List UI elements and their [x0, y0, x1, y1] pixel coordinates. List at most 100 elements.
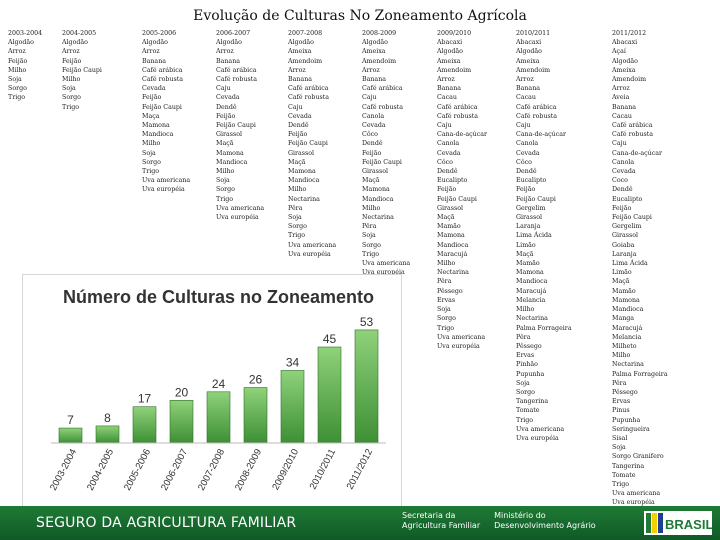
- bar: [58, 427, 83, 444]
- culture-item: Arroz: [142, 48, 160, 56]
- culture-item: Arroz: [216, 48, 234, 56]
- culture-item: Feijão Caupi: [216, 122, 256, 130]
- culture-item: Dendê: [516, 168, 537, 176]
- culture-item: Cevada: [362, 122, 386, 130]
- bar-value-label: 7: [67, 413, 74, 427]
- column-year: 2011/2012: [612, 30, 647, 37]
- culture-item: Palma Forrageira: [612, 370, 668, 378]
- culture-item: Dendê: [362, 140, 383, 148]
- culture-item: Café robusta: [516, 112, 558, 120]
- culture-item: Feijão: [612, 204, 632, 212]
- bar: [243, 387, 268, 444]
- culture-column: 2008-2009 Algodão Ameixa Amendoim Arroz Banan…: [362, 29, 410, 277]
- culture-item: Uva americana: [362, 260, 411, 268]
- culture-item: Algodão: [288, 39, 314, 47]
- culture-item: Café arábica: [516, 103, 557, 111]
- culture-item: Mamona: [216, 149, 244, 157]
- culture-item: Feijão: [437, 186, 457, 194]
- culture-item: Trigo: [437, 324, 455, 332]
- culture-item: Cacau: [612, 112, 632, 120]
- culture-item: Mandioca: [362, 195, 394, 203]
- culture-item: Trigo: [288, 232, 306, 240]
- culture-item: Mamona: [362, 186, 390, 194]
- culture-column: 2006-2007 Algodão Arroz Banana Café arábica C…: [216, 29, 264, 222]
- category-label: 2009/2010: [270, 447, 301, 492]
- culture-item: Feijão: [8, 57, 28, 65]
- culture-item: Limão: [516, 241, 536, 249]
- culture-item: Café robusta: [216, 76, 258, 84]
- culture-item: Milho: [362, 204, 381, 212]
- culture-item: Soja: [216, 177, 230, 185]
- culture-item: Nectarina: [612, 361, 644, 369]
- culture-item: Maçã: [516, 250, 534, 258]
- bar-value-label: 45: [323, 332, 337, 346]
- culture-item: Abacaxi: [516, 39, 542, 47]
- culture-item: Soja: [142, 149, 156, 157]
- culture-item: Caju: [216, 85, 231, 93]
- bar-chart: Número de Culturas no Zoneamento 7 2003-2…: [48, 287, 386, 493]
- bar-value-label: 8: [104, 411, 111, 425]
- culture-item: Soja: [8, 76, 22, 84]
- culture-item: Ameixa: [362, 48, 386, 56]
- culture-item: Algodão: [362, 39, 388, 47]
- culture-item: Sorgo: [362, 241, 381, 249]
- culture-item: Laranja: [516, 223, 541, 231]
- category-label: 2005-2006: [122, 447, 153, 492]
- culture-item: Mandioca: [216, 158, 248, 166]
- culture-item: Cana-de-açúcar: [516, 131, 567, 139]
- culture-item: Feijão: [516, 186, 536, 194]
- culture-item: Lima Ácida: [612, 260, 648, 268]
- culture-item: Milho: [142, 140, 161, 148]
- culture-item: Algodão: [216, 39, 242, 47]
- culture-item: Nectarina: [437, 269, 469, 277]
- column-year: 2006-2007: [216, 30, 251, 37]
- culture-item: Canola: [516, 140, 539, 148]
- category-label: 2010/2011: [308, 447, 338, 491]
- column-year: 2010/2011: [516, 30, 551, 37]
- culture-item: Banana: [362, 76, 387, 84]
- culture-item: Algodão: [437, 48, 463, 56]
- culture-item: Milho: [516, 306, 535, 314]
- bar: [206, 391, 231, 444]
- culture-item: Café robusta: [437, 112, 479, 120]
- culture-item: Pêssego: [612, 388, 638, 396]
- culture-item: Ervas: [437, 296, 456, 304]
- culture-item: Cevada: [612, 168, 636, 176]
- culture-item: Cevada: [516, 149, 540, 157]
- culture-item: Gergelim: [612, 223, 642, 231]
- culture-item: Maracujá: [612, 324, 643, 332]
- culture-item: Caju: [516, 122, 531, 130]
- culture-item: Feijão: [216, 112, 236, 120]
- culture-item: Girassol: [437, 204, 464, 212]
- culture-item: Maça: [142, 112, 160, 120]
- culture-item: Feijão Caupi: [142, 103, 182, 111]
- culture-item: Feijão Caupi: [612, 214, 652, 222]
- culture-item: Palma Forrageira: [516, 324, 572, 332]
- bar: [169, 400, 194, 444]
- culture-item: Canola: [437, 140, 460, 148]
- culture-item: Pêra: [437, 278, 452, 286]
- culture-item: Uva européia: [437, 342, 480, 350]
- culture-item: Girassol: [288, 149, 315, 157]
- culture-item: Algodão: [612, 57, 638, 65]
- culture-item: Uva americana: [437, 333, 486, 341]
- footer-bar: SEGURO DA AGRICULTURA FAMILIAR Secretari…: [0, 506, 720, 540]
- culture-item: Trigo: [516, 416, 534, 424]
- culture-item: Canola: [362, 112, 385, 120]
- culture-item: Dendê: [216, 103, 237, 111]
- culture-item: Mamão: [612, 287, 636, 295]
- bar-value-label: 17: [138, 392, 152, 406]
- culture-item: Arroz: [288, 66, 306, 74]
- culture-item: Milho: [8, 66, 27, 74]
- culture-item: Pêssego: [516, 342, 542, 350]
- culture-item: Cana-de-açúcar: [437, 131, 488, 139]
- culture-item: Soja: [62, 85, 76, 93]
- culture-item: Amendoim: [612, 76, 647, 84]
- culture-item: Trigo: [8, 94, 26, 102]
- culture-item: Gergelim: [516, 204, 546, 212]
- ministry-line-2: Agricultura Familiar: [402, 521, 481, 530]
- culture-item: Sisal: [612, 434, 628, 442]
- culture-item: Mamona: [142, 122, 170, 130]
- culture-item: Caju: [362, 94, 377, 102]
- culture-item: Café arábica: [142, 66, 183, 74]
